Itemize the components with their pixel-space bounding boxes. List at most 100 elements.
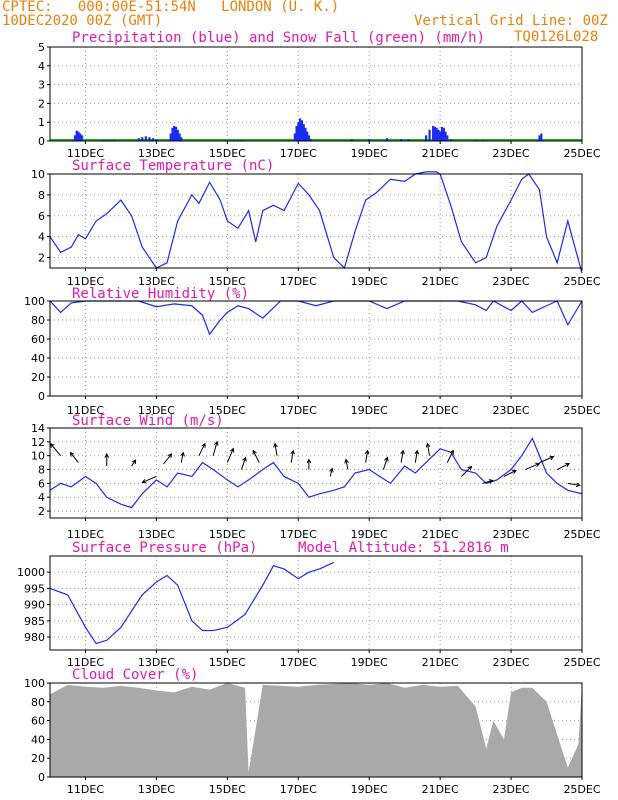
series-line [49,561,334,645]
wind-arrow [345,459,349,470]
wind-arrow-head [414,449,420,455]
precip-bar [169,133,172,141]
y-tick-label: 8 [38,189,45,202]
precip-bar [304,127,307,141]
x-tick-label: 25DEC [563,528,600,541]
plot-frame [49,173,583,269]
x-tick-label: 25DEC [563,656,600,669]
panel-title: Surface Temperature (nC) [72,158,274,174]
plot-frame [49,300,583,397]
wind-arrow [482,479,493,484]
plot-frame [49,46,583,142]
wind-arrow-head [49,442,55,448]
precip-bar [400,139,403,141]
precip-bar [151,138,155,141]
x-tick-label: 15DEC [209,656,246,669]
x-tick-label: 21DEC [422,275,459,288]
y-tick-label: 60 [31,715,45,728]
precip-bar [440,126,444,141]
x-tick-label: 11DEC [67,656,104,669]
x-tick-label: 11DEC [67,404,104,417]
precip-bar [350,139,353,141]
precip-bar [368,139,371,141]
wind-arrow [163,453,172,465]
wind-arrow-head [180,451,185,457]
precip-bar [171,127,174,141]
y-tick-label: 100 [24,295,45,308]
wind-arrow [503,470,517,477]
y-tick-label: 0 [38,771,45,784]
header-code: TQ0126L028 [514,29,599,45]
x-tick-label: 25DEC [563,147,600,160]
y-tick-label: 20 [31,371,45,384]
precip-bar [309,139,312,141]
y-tick-label: 980 [24,631,45,644]
wind-arrow-head [384,456,389,462]
precip-bar [446,135,449,141]
x-tick-label: 23DEC [493,147,530,160]
wind-arrow-head [167,453,173,459]
cloud-cover-area [50,683,582,777]
x-tick-label: 23DEC [493,404,530,417]
header-location: CPTEC: 000:00E-51:54N LONDON (U. K.) [2,0,340,15]
y-tick-label: 2 [38,505,45,518]
wind-arrow-head [252,449,257,455]
x-tick-label: 23DEC [493,783,530,796]
header-run-date: 10DEC2020 00Z (GMT) [2,13,163,29]
precip-bar [437,129,440,141]
wind-arrow-head [201,442,206,448]
y-tick-label: 20 [31,752,45,765]
precip-bar [435,127,438,141]
x-tick-label: 13DEC [138,404,175,417]
x-tick-label: 15DEC [209,147,246,160]
x-tick-label: 13DEC [138,656,175,669]
y-tick-label: 100 [24,677,45,690]
precip-bar [180,137,183,141]
x-tick-label: 15DEC [209,528,246,541]
precip-bar [297,122,300,141]
x-tick-label: 17DEC [280,147,317,160]
x-tick-label: 19DEC [351,783,388,796]
y-tick-label: 2 [38,252,45,265]
precip-bar [178,133,181,141]
precip-bar [407,139,410,141]
y-tick-label: 80 [31,314,45,327]
y-tick-label: 2 [38,97,45,110]
precip-bar [442,127,445,141]
wind-arrow-head [467,465,473,471]
plot-frame [49,682,583,778]
x-tick-label: 13DEC [138,275,175,288]
wind-arrow [427,443,430,456]
wind-arrow-head [565,462,571,468]
wind-arrow-head [273,442,278,448]
x-tick-label: 11DEC [67,275,104,288]
y-tick-label: 10 [31,168,45,181]
precip-bar [444,131,447,141]
x-tick-label: 17DEC [280,656,317,669]
panel-title: Surface Pressure (hPa) [72,540,257,556]
y-tick-label: 8 [38,464,45,477]
precip-bar [385,138,389,141]
precip-bar [137,138,140,141]
wind-arrow [198,443,206,456]
precip-bar [176,129,179,141]
x-tick-label: 25DEC [563,404,600,417]
x-tick-label: 23DEC [493,656,530,669]
x-tick-label: 15DEC [209,404,246,417]
y-tick-label: 0 [38,390,45,403]
wind-arrow [414,450,418,463]
precip-bar [293,133,296,141]
precip-bar [77,131,80,141]
wind-arrow-head [449,449,454,455]
precip-bar [302,124,305,141]
precip-bar [173,125,176,141]
y-tick-label: 40 [31,352,45,365]
y-tick-label: 14 [31,422,45,435]
wind-arrow [539,456,554,464]
wind-arrow [382,457,388,470]
precip-bar [433,126,437,141]
precip-bar [141,137,144,141]
x-tick-label: 23DEC [493,275,530,288]
wind-arrow-head [549,455,555,461]
